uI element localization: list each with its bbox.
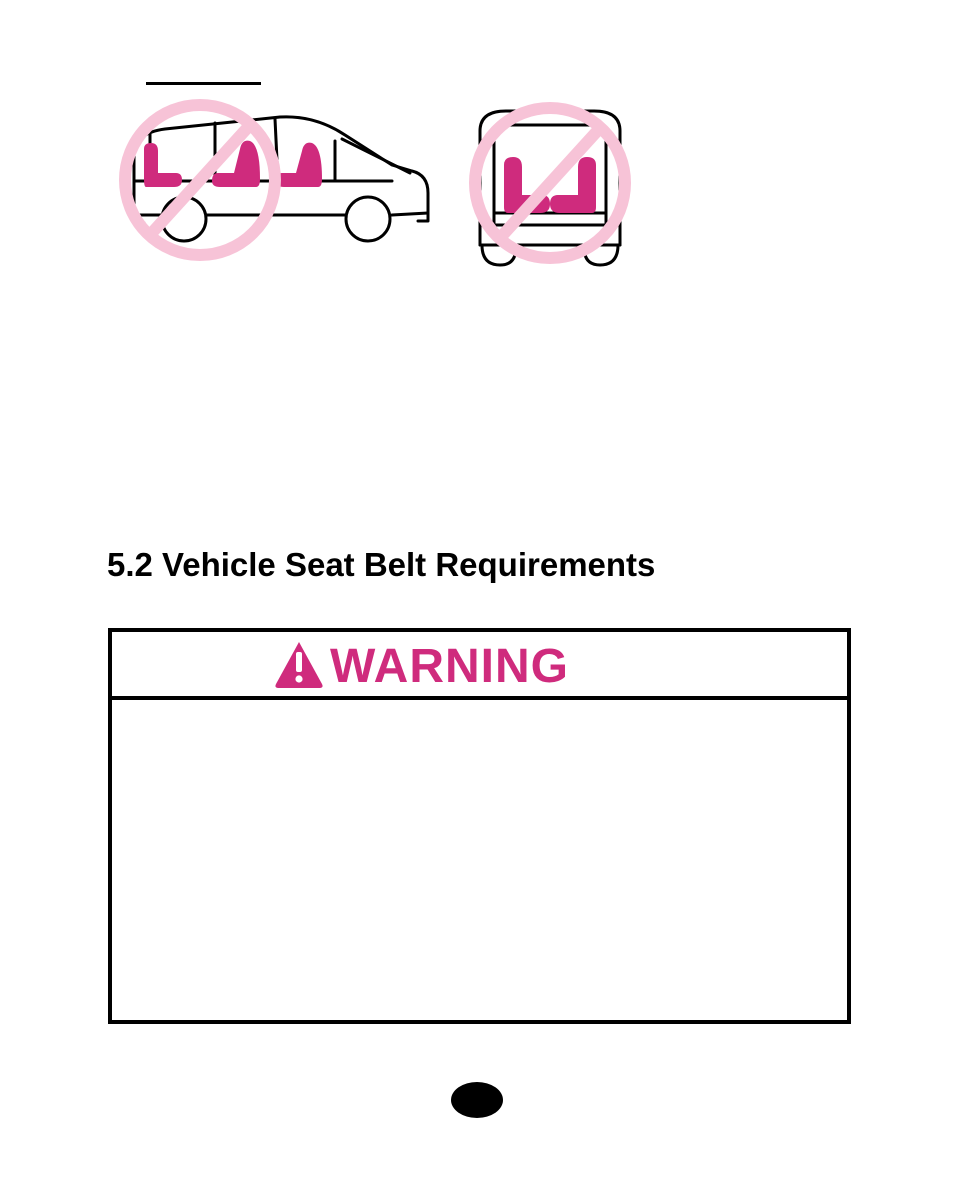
section-heading: 5.2 Vehicle Seat Belt Requirements [107, 546, 655, 584]
warning-body [112, 700, 847, 1020]
warning-header: WARNING [112, 632, 847, 700]
top-underline [146, 82, 261, 85]
page: 5.2 Vehicle Seat Belt Requirements WARNI… [0, 0, 954, 1179]
warning-header-svg: WARNING [270, 638, 690, 692]
warning-label: WARNING [330, 640, 569, 692]
warning-triangle-icon [275, 642, 322, 688]
figures-row [110, 95, 670, 290]
page-number [0, 1080, 954, 1125]
warning-box: WARNING [108, 628, 851, 1024]
figure-left [125, 105, 428, 255]
prohibition-figures-svg [110, 95, 670, 285]
figure-right [475, 108, 625, 265]
page-number-oval [447, 1080, 507, 1120]
